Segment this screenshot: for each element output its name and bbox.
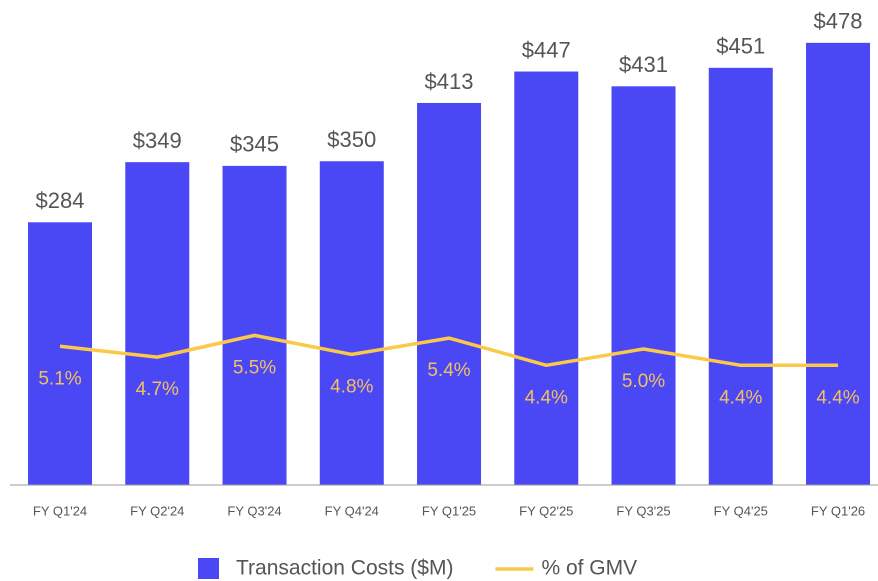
- bar: [611, 86, 676, 485]
- bar-value-label: $349: [133, 128, 182, 153]
- legend-swatch: [198, 558, 219, 579]
- x-tick-label: FY Q4'24: [325, 503, 379, 518]
- bar-value-label: $451: [716, 34, 765, 59]
- line-value-label: 4.4%: [525, 387, 568, 408]
- bar: [417, 102, 482, 485]
- line-value-label: 5.5%: [233, 357, 276, 378]
- bar-value-label: $350: [327, 127, 376, 152]
- bar-value-label: $345: [230, 132, 279, 157]
- line-value-label: 4.4%: [816, 387, 859, 408]
- x-tick-label: FY Q4'25: [714, 503, 768, 518]
- legend-label: % of GMV: [541, 557, 637, 580]
- x-tick-label: FY Q2'25: [519, 503, 573, 518]
- line-value-label: 5.0%: [622, 371, 665, 392]
- x-tick-label: FY Q3'25: [616, 503, 670, 518]
- bar-value-label: $478: [814, 9, 863, 34]
- bar-value-label: $284: [36, 188, 85, 213]
- x-tick-label: FY Q2'24: [130, 503, 184, 518]
- line-value-label: 4.7%: [136, 379, 179, 400]
- line-value-label: 5.1%: [38, 368, 81, 389]
- bar: [28, 222, 93, 486]
- x-tick-label: FY Q1'24: [33, 503, 87, 518]
- x-tick-label: FY Q3'24: [227, 503, 281, 518]
- line: [59, 333, 839, 368]
- bar-value-label: $447: [522, 37, 571, 62]
- bar: [319, 161, 384, 485]
- bar: [514, 71, 579, 486]
- legend-label: Transaction Costs ($M): [236, 557, 453, 580]
- line-value-label: 4.4%: [719, 387, 762, 408]
- bar: [125, 162, 190, 486]
- bar: [806, 42, 871, 485]
- line-value-label: 5.4%: [427, 360, 470, 381]
- x-tick-label: FY Q1'25: [422, 503, 476, 518]
- x-tick-label: FY Q1'26: [811, 503, 865, 518]
- bar: [708, 67, 773, 485]
- bar-value-label: $431: [619, 52, 668, 77]
- bar-value-label: $413: [425, 69, 474, 94]
- bar: [222, 165, 287, 485]
- line-value-label: 4.8%: [330, 376, 373, 397]
